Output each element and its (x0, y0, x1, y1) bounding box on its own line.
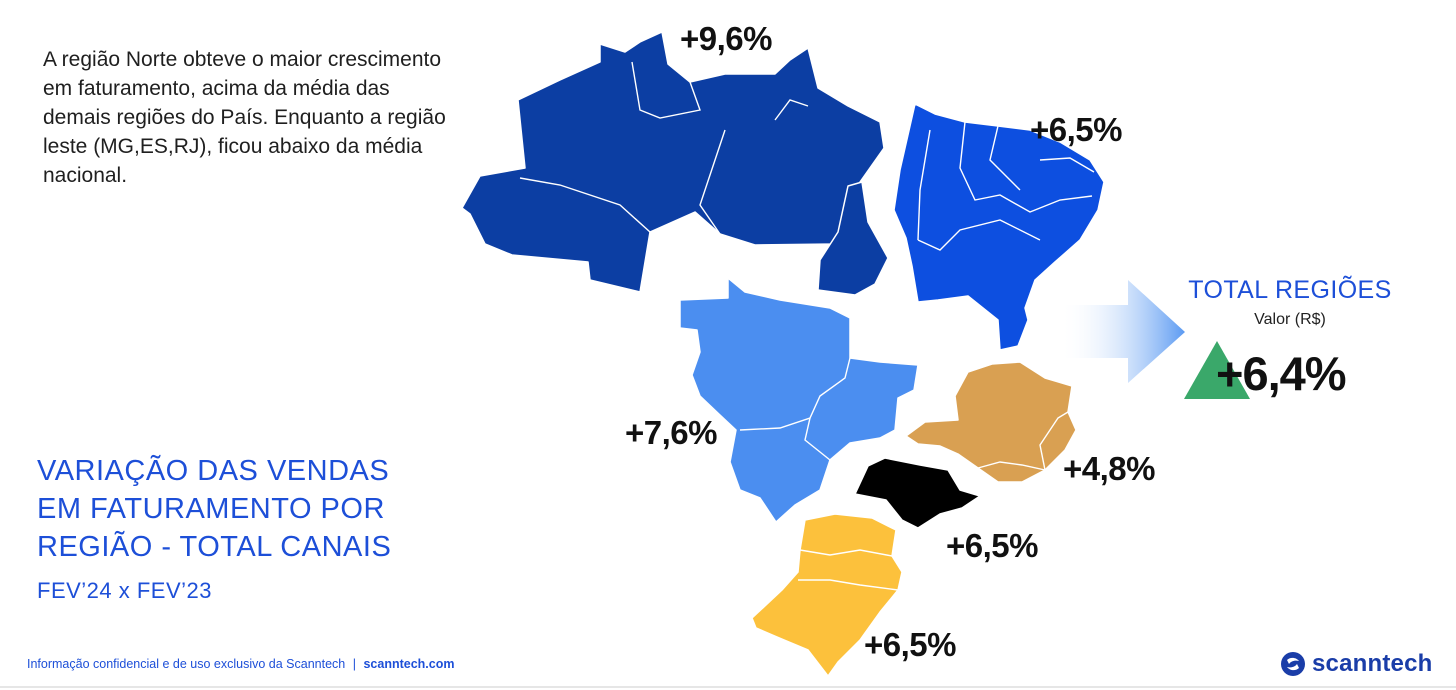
intro-text: A região Norte obteve o maior cresciment… (43, 48, 446, 187)
label-nordeste: +6,5% (1030, 111, 1123, 148)
label-norte: +9,6% (680, 20, 773, 57)
total-subtitle: Valor (R$) (1254, 311, 1326, 328)
total-title: TOTAL REGIÕES (1188, 276, 1392, 304)
page-title: VARIAÇÃO DAS VENDAS EM FATURAMENTO POR R… (37, 452, 477, 566)
total-panel: TOTAL REGIÕES Valor (R$) (1180, 276, 1400, 329)
region-sao-paulo (854, 457, 981, 529)
region-norte (461, 31, 889, 296)
up-triangle-icon (1184, 341, 1250, 399)
label-sul: +6,5% (864, 626, 957, 663)
region-nordeste (893, 103, 1105, 351)
period-subtitle: FEV’24 x FEV’23 (37, 578, 213, 603)
footer: Informação confidencial e de uso exclusi… (27, 657, 454, 671)
title-line: VARIAÇÃO DAS VENDAS (37, 455, 390, 487)
label-centro-oeste: +7,6% (625, 414, 718, 451)
title-block: VARIAÇÃO DAS VENDAS EM FATURAMENTO POR R… (37, 452, 477, 604)
footer-text: Informação confidencial e de uso exclusi… (27, 657, 346, 671)
region-sul (751, 513, 903, 677)
footer-separator: | (352, 657, 356, 671)
title-line: REGIÃO - TOTAL CANAIS (37, 531, 392, 563)
region-leste (905, 361, 1077, 483)
logo-text: scanntech (1312, 650, 1433, 677)
scanntech-logo: scanntech (1280, 650, 1433, 678)
arrow-right-icon (1060, 280, 1185, 383)
label-sao-paulo: +6,5% (946, 527, 1039, 564)
region-centro-oeste (679, 277, 919, 523)
scanntech-logo-icon (1281, 652, 1305, 676)
label-leste: +4,8% (1063, 450, 1156, 487)
footer-link[interactable]: scanntech.com (363, 657, 455, 671)
total-value: +6,4% (1216, 347, 1347, 400)
footer-divider (0, 686, 1456, 688)
title-line: EM FATURAMENTO POR (37, 493, 385, 525)
